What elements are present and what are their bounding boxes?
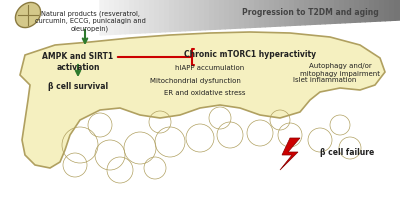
Text: AMPK and SIRT1
activation: AMPK and SIRT1 activation <box>42 52 114 72</box>
Polygon shape <box>350 0 355 22</box>
Polygon shape <box>120 0 125 34</box>
Polygon shape <box>255 0 260 27</box>
Polygon shape <box>305 0 310 25</box>
Polygon shape <box>185 0 190 31</box>
Polygon shape <box>390 0 395 20</box>
Polygon shape <box>250 0 255 28</box>
Polygon shape <box>215 0 220 29</box>
Polygon shape <box>180 0 185 31</box>
Polygon shape <box>345 0 350 23</box>
Polygon shape <box>170 0 175 31</box>
Text: hIAPP accumulation: hIAPP accumulation <box>175 65 245 71</box>
Polygon shape <box>195 0 200 30</box>
Polygon shape <box>210 0 215 29</box>
Polygon shape <box>335 0 340 23</box>
Polygon shape <box>130 0 135 33</box>
Polygon shape <box>20 32 385 168</box>
Text: Natural products (resveratrol,
curcumin, ECCG, punicalagin and
oleuropein): Natural products (resveratrol, curcumin,… <box>34 10 146 32</box>
Polygon shape <box>200 0 205 30</box>
Polygon shape <box>280 0 285 26</box>
Polygon shape <box>385 0 390 21</box>
Text: Chronic mTORC1 hyperactivity: Chronic mTORC1 hyperactivity <box>184 50 316 59</box>
Polygon shape <box>260 0 265 27</box>
Text: Islet inflammation: Islet inflammation <box>293 77 357 83</box>
Polygon shape <box>275 0 280 26</box>
Polygon shape <box>110 0 115 35</box>
Polygon shape <box>160 0 165 32</box>
Polygon shape <box>140 0 145 33</box>
Polygon shape <box>270 0 275 26</box>
Polygon shape <box>340 0 345 23</box>
Polygon shape <box>205 0 210 30</box>
Polygon shape <box>155 0 160 32</box>
Polygon shape <box>285 0 290 26</box>
Text: Mitochondrial dysfunction: Mitochondrial dysfunction <box>150 78 240 84</box>
Ellipse shape <box>16 2 40 28</box>
Polygon shape <box>165 0 170 32</box>
Text: Progression to T2DM and aging: Progression to T2DM and aging <box>242 7 378 16</box>
Polygon shape <box>380 0 385 21</box>
Polygon shape <box>230 0 235 29</box>
Polygon shape <box>315 0 320 24</box>
Polygon shape <box>325 0 330 24</box>
Polygon shape <box>235 0 240 28</box>
Polygon shape <box>245 0 250 28</box>
Polygon shape <box>240 0 245 28</box>
Polygon shape <box>115 0 120 34</box>
Polygon shape <box>220 0 225 29</box>
Polygon shape <box>150 0 155 33</box>
Polygon shape <box>190 0 195 31</box>
Polygon shape <box>225 0 230 29</box>
Text: β cell failure: β cell failure <box>320 147 374 156</box>
Polygon shape <box>265 0 270 27</box>
Polygon shape <box>290 0 295 26</box>
Polygon shape <box>370 0 375 22</box>
Polygon shape <box>175 0 180 31</box>
Polygon shape <box>355 0 360 22</box>
Polygon shape <box>375 0 380 21</box>
Polygon shape <box>125 0 130 34</box>
Polygon shape <box>135 0 140 33</box>
Polygon shape <box>320 0 325 24</box>
Polygon shape <box>395 0 400 20</box>
Text: β cell survival: β cell survival <box>48 82 108 91</box>
Polygon shape <box>330 0 335 24</box>
Polygon shape <box>295 0 300 25</box>
Polygon shape <box>280 138 300 170</box>
Polygon shape <box>105 0 110 35</box>
Polygon shape <box>310 0 315 24</box>
Polygon shape <box>100 0 105 35</box>
Text: ER and oxidative stress: ER and oxidative stress <box>164 90 246 96</box>
Polygon shape <box>145 0 150 33</box>
Polygon shape <box>300 0 305 25</box>
Polygon shape <box>360 0 365 22</box>
Polygon shape <box>365 0 370 22</box>
Text: Autophagy and/or
mitophagy impairment: Autophagy and/or mitophagy impairment <box>300 63 380 77</box>
